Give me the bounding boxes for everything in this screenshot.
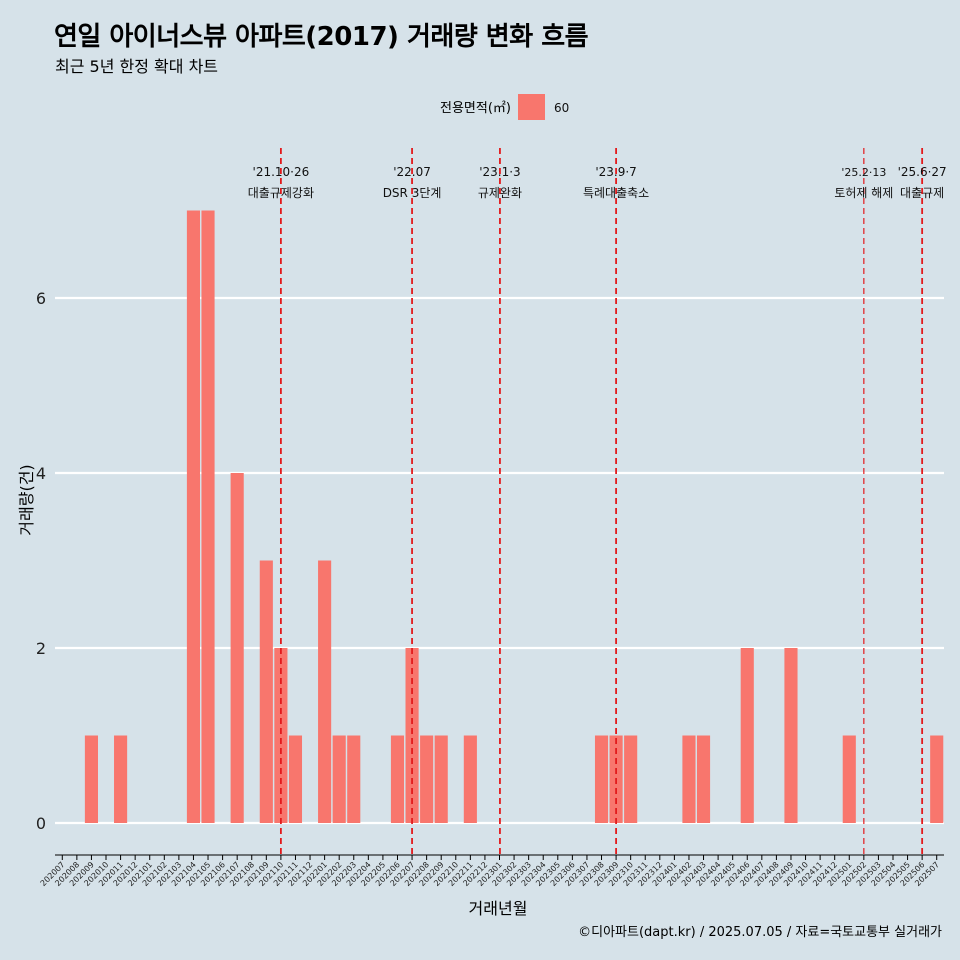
x-axis-label: 거래년월 bbox=[469, 899, 528, 918]
event-label: 대출규제강화 bbox=[248, 186, 314, 200]
event-label: 규제완화 bbox=[478, 186, 522, 200]
bar bbox=[740, 648, 754, 823]
bar bbox=[842, 735, 856, 823]
y-axis-label: 거래량(건) bbox=[17, 464, 36, 535]
bar bbox=[114, 735, 128, 823]
bar bbox=[332, 735, 346, 823]
event-label: 대출규제 bbox=[900, 186, 944, 200]
event-date-label: '25.6·27 bbox=[898, 165, 947, 179]
bar bbox=[594, 735, 609, 823]
bar bbox=[259, 560, 273, 823]
event-date-label: '21.10·26 bbox=[253, 165, 310, 179]
bar bbox=[274, 648, 288, 823]
bar bbox=[930, 735, 944, 823]
bar bbox=[318, 560, 332, 823]
y-tick-label: 4 bbox=[36, 464, 46, 483]
bar bbox=[434, 735, 448, 823]
event-label: DSR 3단계 bbox=[383, 186, 442, 200]
bar bbox=[784, 648, 798, 823]
event-date-label: '22.07 bbox=[393, 165, 431, 179]
bar bbox=[186, 210, 201, 823]
legend-title: 전용면적(㎡) bbox=[440, 101, 511, 116]
y-tick-label: 2 bbox=[36, 639, 46, 658]
event-label: 특례대출축소 bbox=[583, 186, 649, 200]
event-label: 토허제 해제 bbox=[834, 186, 893, 200]
event-date-label: '23.1·3 bbox=[479, 165, 520, 179]
event-date-label: '23.9·7 bbox=[595, 165, 636, 179]
bar bbox=[696, 735, 711, 823]
bar bbox=[390, 735, 405, 823]
bar bbox=[84, 735, 98, 823]
chart-subtitle: 최근 5년 한정 확대 차트 bbox=[55, 57, 219, 76]
chart-title: 연일 아이너스뷰 아파트(2017) 거래량 변화 흐름 bbox=[54, 22, 589, 52]
bar bbox=[463, 735, 477, 823]
bar bbox=[201, 210, 215, 823]
bar bbox=[347, 735, 361, 823]
bar bbox=[230, 473, 244, 823]
bar bbox=[624, 735, 638, 823]
event-date-label: '25.2·13 bbox=[841, 166, 886, 179]
legend-swatch bbox=[518, 94, 545, 120]
y-tick-label: 0 bbox=[36, 814, 46, 833]
legend-entry-label: 60 bbox=[554, 101, 569, 115]
caption: ©디아파트(dapt.kr) / 2025.07.05 / 자료=국토교통부 실… bbox=[578, 925, 942, 940]
bar bbox=[288, 735, 303, 823]
y-tick-label: 6 bbox=[36, 289, 46, 308]
bar bbox=[682, 735, 696, 823]
bar bbox=[405, 648, 419, 823]
bar bbox=[420, 735, 434, 823]
